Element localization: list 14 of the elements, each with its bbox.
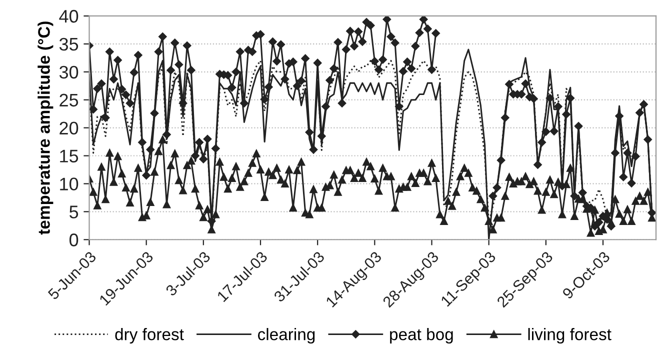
legend-label: dry forest	[115, 328, 184, 344]
y-tick-label: 20	[60, 122, 78, 135]
y-tick-label: 40	[59, 10, 78, 23]
y-tick-label: 30	[59, 66, 78, 79]
legend-label: clearing	[258, 328, 315, 344]
y-tick-label: 25	[60, 94, 78, 107]
legend-label: living forest	[528, 328, 612, 344]
y-tick-label: 0	[69, 234, 78, 246]
y-tick-label: 35	[59, 38, 78, 51]
y-tick-label: 15	[60, 150, 78, 162]
legend-label: peat bog	[390, 328, 453, 344]
y-tick-label: 10	[60, 178, 78, 190]
y-tick-label: 5	[70, 206, 78, 218]
y-axis-title: temperature amplitude (°C)	[38, 22, 54, 235]
